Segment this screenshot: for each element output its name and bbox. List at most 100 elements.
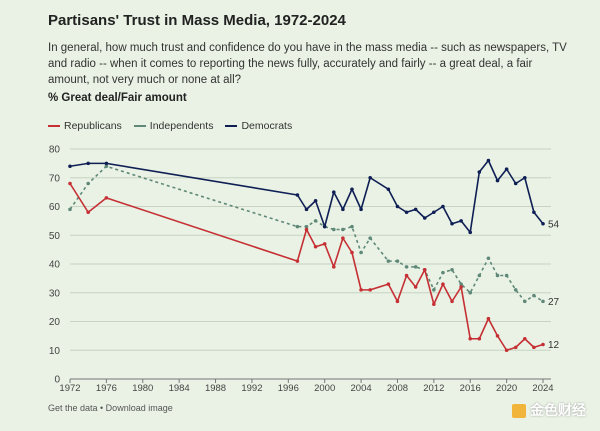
data-point-democrats-2020 — [504, 167, 509, 171]
data-point-democrats-1999 — [313, 198, 318, 203]
data-point-independents-2008 — [395, 259, 400, 263]
y-axis-label: % Great deal/Fair amount — [48, 92, 187, 104]
data-point-independents-2002 — [341, 227, 345, 232]
legend-item-republicans[interactable]: Republicans — [48, 120, 122, 132]
data-point-republicans-2008 — [395, 299, 400, 304]
data-point-independents-1998 — [304, 224, 309, 229]
data-point-republicans-2017 — [477, 336, 482, 341]
y-tick-label-60: 60 — [49, 202, 61, 213]
data-point-independents-1999 — [313, 219, 318, 223]
data-point-democrats-2017 — [477, 170, 482, 174]
data-point-republicans-1976 — [104, 196, 109, 200]
data-point-republicans-2023 — [532, 345, 536, 350]
x-tick-label-1984: 1984 — [169, 383, 190, 394]
data-point-independents-1974 — [86, 181, 90, 186]
x-tick-label-1980: 1980 — [132, 383, 153, 394]
x-tick-label-1992: 1992 — [241, 383, 262, 394]
y-tick-label-40: 40 — [49, 260, 61, 271]
y-tick-label-20: 20 — [49, 317, 61, 328]
data-point-independents-2018 — [486, 256, 491, 261]
data-point-democrats-1974 — [86, 161, 90, 166]
data-point-democrats-2004 — [359, 207, 363, 212]
x-tick-label-1988: 1988 — [205, 383, 226, 394]
x-tick-label-2020: 2020 — [496, 383, 517, 394]
data-point-republicans-2003 — [350, 250, 354, 255]
legend-swatch-independents — [133, 125, 146, 127]
x-tick-label-2012: 2012 — [423, 383, 444, 394]
data-point-republicans-2001 — [331, 265, 336, 269]
data-point-democrats-2021 — [513, 181, 518, 186]
data-point-independents-2005 — [368, 236, 372, 240]
data-point-republicans-2014 — [450, 299, 454, 304]
data-point-republicans-2009 — [404, 273, 409, 278]
data-point-independents-2019 — [495, 273, 500, 278]
legend-label-independents: Independents — [149, 120, 214, 132]
data-point-republicans-2004 — [359, 288, 363, 292]
legend-swatch-democrats — [225, 125, 238, 127]
data-point-democrats-1976 — [104, 161, 109, 166]
data-point-independents-2012 — [432, 288, 436, 292]
data-point-republicans-1997 — [295, 259, 300, 263]
data-point-democrats-2023 — [532, 210, 536, 215]
data-point-democrats-2012 — [432, 210, 436, 215]
legend-swatch-republicans — [48, 125, 60, 127]
data-point-republicans-2024 — [541, 342, 545, 347]
data-point-independents-2021 — [513, 288, 518, 292]
data-point-democrats-2016 — [468, 230, 473, 235]
data-point-democrats-2022 — [523, 175, 527, 180]
data-point-democrats-2010 — [413, 207, 418, 212]
data-point-independents-2022 — [523, 299, 527, 304]
data-point-republicans-2010 — [413, 285, 418, 289]
y-tick-label-30: 30 — [49, 288, 61, 299]
data-point-democrats-2015 — [459, 219, 463, 223]
data-point-independents-2009 — [404, 265, 409, 269]
series-line-democrats — [69, 159, 544, 234]
data-point-republicans-1974 — [86, 210, 90, 215]
x-tick-label-2004: 2004 — [351, 383, 372, 394]
data-point-democrats-2013 — [441, 204, 445, 209]
legend-item-independents[interactable]: Independents — [133, 120, 214, 132]
series-line-republicans — [69, 183, 544, 352]
data-point-republicans-2013 — [441, 282, 445, 286]
x-tick-label-1996: 1996 — [278, 383, 299, 394]
legend-item-democrats[interactable]: Democrats — [225, 120, 292, 132]
data-point-independents-2023 — [532, 293, 536, 298]
data-point-democrats-2003 — [350, 187, 354, 192]
data-point-independents-2024 — [541, 299, 545, 304]
legend-label-republicans: Republicans — [64, 120, 122, 132]
legend: Republicans Independents Democrats — [48, 120, 292, 132]
data-point-republicans-2019 — [495, 334, 500, 338]
data-point-democrats-1997 — [295, 193, 300, 197]
data-point-republicans-2020 — [504, 348, 509, 353]
data-point-independents-1997 — [295, 224, 300, 229]
data-point-republicans-2016 — [468, 336, 473, 341]
data-point-independents-1976 — [104, 164, 109, 169]
y-tick-label-50: 50 — [49, 231, 61, 242]
data-point-democrats-2002 — [341, 207, 345, 212]
data-point-republicans-2011 — [422, 267, 427, 272]
data-point-independents-2013 — [441, 270, 445, 275]
y-tick-label-80: 80 — [49, 145, 61, 156]
footer-links[interactable]: Get the data • Download image — [48, 403, 173, 413]
data-point-republicans-2005 — [368, 288, 372, 292]
chart-title: Partisans' Trust in Mass Media, 1972-202… — [48, 12, 346, 29]
data-point-independents-2007 — [386, 259, 391, 263]
data-point-democrats-2005 — [368, 175, 372, 180]
data-point-democrats-2001 — [331, 190, 336, 194]
end-label-independents: 27 — [548, 297, 560, 308]
data-point-republicans-2022 — [523, 336, 527, 341]
data-point-democrats-2009 — [404, 210, 409, 215]
data-point-democrats-2019 — [495, 178, 500, 183]
data-point-republicans-1972 — [68, 181, 72, 186]
data-point-democrats-1998 — [304, 207, 309, 212]
data-point-republicans-2018 — [486, 316, 491, 321]
data-point-republicans-2007 — [386, 282, 391, 286]
data-point-democrats-2007 — [386, 187, 391, 192]
x-tick-label-2008: 2008 — [387, 383, 408, 394]
end-label-republicans: 12 — [548, 340, 560, 351]
x-tick-label-2024: 2024 — [532, 383, 553, 394]
data-point-independents-1972 — [68, 207, 72, 212]
data-point-republicans-2002 — [341, 236, 345, 240]
y-tick-label-0: 0 — [54, 375, 60, 386]
data-point-republicans-1998 — [304, 227, 309, 232]
